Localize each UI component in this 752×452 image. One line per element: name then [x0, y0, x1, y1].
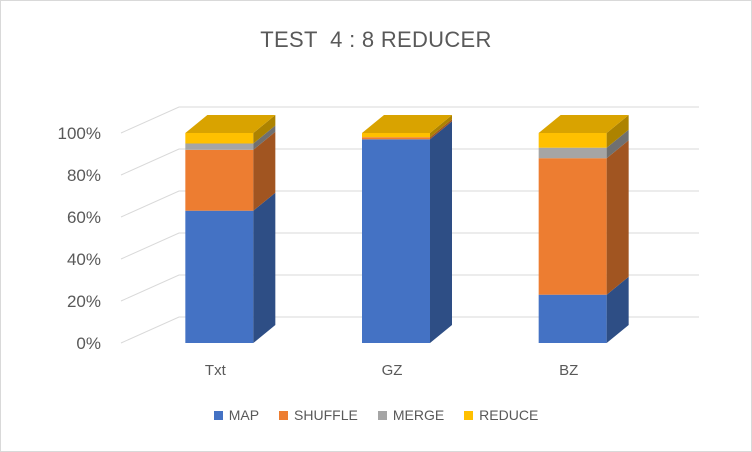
- gridline: [120, 274, 699, 302]
- bar-map-gz: [362, 139, 430, 343]
- y-tick-label: 0%: [76, 334, 101, 353]
- bar-side-reduce-txt: [253, 115, 276, 144]
- gridline: [120, 148, 699, 176]
- bar-side-merge-txt: [253, 125, 276, 150]
- legend-label: REDUCE: [479, 407, 539, 423]
- gridline: [120, 316, 699, 344]
- gridline: [120, 106, 699, 134]
- x-tick-label: GZ: [382, 362, 403, 379]
- bar-reduce-gz: [362, 133, 430, 138]
- bar-side-map-txt: [253, 192, 276, 343]
- bar-side-reduce-gz: [430, 115, 452, 138]
- y-tick-label: 40%: [67, 250, 101, 269]
- bar-top-bz: [538, 115, 629, 133]
- bar-side-reduce-bz: [606, 115, 629, 148]
- bar-merge-bz: [538, 147, 607, 159]
- bar-reduce-bz: [538, 133, 607, 148]
- bar-shuffle-txt: [185, 149, 254, 211]
- bar-side-map-gz: [430, 121, 452, 343]
- bar-side-shuffle-bz: [606, 140, 629, 295]
- legend-label: SHUFFLE: [294, 407, 358, 423]
- chart-legend: MAP SHUFFLE MERGE REDUCE: [1, 407, 751, 423]
- bar-map-txt: [185, 210, 254, 343]
- bar-merge-txt: [185, 143, 254, 150]
- bar-side-shuffle-txt: [253, 131, 276, 211]
- bar-top-txt: [185, 115, 276, 133]
- bar-shuffle-bz: [538, 158, 607, 295]
- bar-side-merge-bz: [606, 129, 629, 159]
- legend-label: MERGE: [392, 407, 445, 423]
- y-tick-label: 100%: [58, 124, 101, 143]
- y-tick-label: 60%: [67, 208, 101, 227]
- bar-top-gz: [362, 115, 452, 133]
- chart-title: TEST 4 : 8 REDUCER: [260, 27, 492, 52]
- gridline: [120, 232, 699, 260]
- y-tick-label: 20%: [67, 292, 101, 311]
- x-tick-label: BZ: [559, 362, 578, 379]
- bar-side-shuffle-gz: [430, 119, 452, 140]
- legend-item-reduce: REDUCE: [464, 407, 538, 423]
- legend-swatch: [377, 410, 387, 420]
- legend-item-merge: MERGE: [377, 407, 445, 423]
- bar-side-map-bz: [606, 276, 629, 343]
- bar-shuffle-gz: [362, 137, 430, 140]
- y-tick-label: 80%: [67, 166, 101, 185]
- legend-swatch: [213, 410, 223, 420]
- legend-swatch: [464, 410, 474, 420]
- legend-label: MAP: [228, 407, 260, 423]
- bar-reduce-txt: [185, 133, 254, 144]
- legend-item-map: MAP: [213, 407, 260, 423]
- legend-swatch: [279, 410, 289, 420]
- gridline: [120, 190, 699, 218]
- legend-item-shuffle: SHUFFLE: [279, 407, 358, 423]
- bar-map-bz: [538, 294, 607, 343]
- x-tick-label: Txt: [205, 362, 227, 379]
